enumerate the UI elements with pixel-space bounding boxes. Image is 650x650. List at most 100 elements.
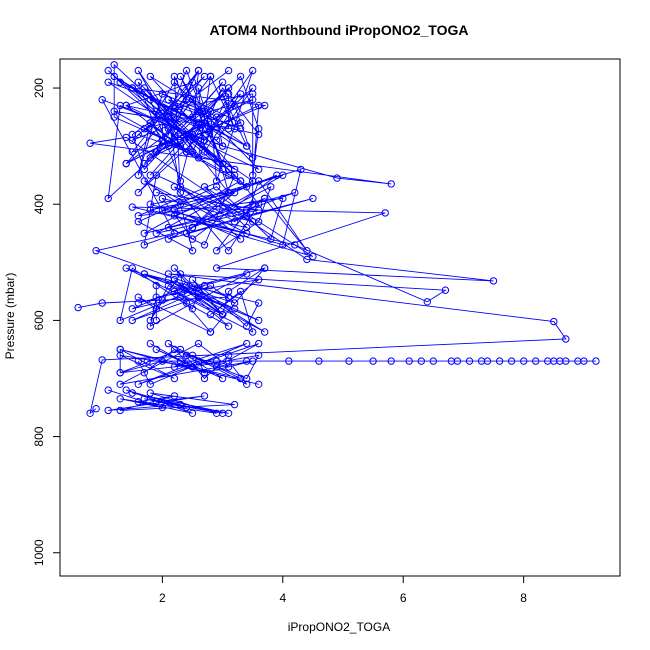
data-point [243, 142, 251, 150]
data-point [116, 369, 124, 377]
data-point [200, 392, 209, 400]
data-point [146, 119, 155, 127]
data-point [206, 125, 215, 133]
data-point [261, 194, 269, 203]
data-point [218, 310, 227, 319]
data-point [116, 345, 124, 354]
data-point [200, 369, 209, 377]
data-point [243, 183, 251, 191]
data-point [128, 316, 137, 325]
y-tick-label: 200 [32, 78, 46, 98]
data-point [255, 299, 263, 307]
data-point [146, 206, 155, 214]
data-point [333, 174, 341, 182]
data-point [152, 345, 161, 354]
data-point [212, 183, 221, 191]
data-point [291, 241, 299, 249]
data-point [381, 209, 389, 217]
x-axis: 2 4 6 8 [159, 576, 527, 605]
data-point [74, 303, 82, 312]
data-point [315, 357, 323, 365]
data-point [218, 142, 227, 150]
data-point [249, 90, 257, 98]
data-point [182, 66, 191, 75]
data-point [224, 287, 233, 296]
data-point [230, 400, 239, 409]
data-point [122, 133, 130, 142]
data-point [134, 293, 143, 301]
data-point [562, 335, 570, 343]
data-point [146, 322, 155, 330]
data-point [267, 235, 275, 243]
y-axis: 200 400 600 800 1000 [32, 78, 60, 566]
data-point [532, 357, 540, 365]
data-point [188, 130, 197, 139]
series-layer [74, 61, 600, 417]
data-point [255, 380, 263, 388]
data-point [110, 107, 118, 116]
data-point [134, 218, 143, 226]
data-point [230, 305, 239, 313]
y-tick-label: 1000 [32, 539, 46, 566]
y-axis-label: Pressure (mbar) [3, 273, 17, 360]
data-point [152, 229, 161, 238]
data-point [176, 400, 185, 409]
data-point [441, 286, 450, 294]
data-point [224, 293, 233, 301]
data-point [134, 78, 143, 86]
data-point [230, 101, 239, 110]
data-point [116, 78, 124, 86]
data-point [550, 317, 558, 326]
series-5 [143, 357, 600, 365]
data-point [224, 363, 233, 371]
series-4 [104, 386, 239, 417]
data-point [116, 406, 124, 415]
data-point [218, 78, 227, 86]
data-point [249, 328, 257, 336]
data-point [224, 66, 233, 75]
data-point [152, 316, 161, 325]
data-point [255, 339, 263, 348]
data-point [158, 296, 167, 304]
data-point [128, 203, 137, 211]
data-point [453, 357, 462, 365]
series-6 [74, 96, 570, 417]
data-point [297, 165, 305, 174]
data-point [417, 357, 425, 365]
data-point [122, 264, 130, 272]
data-point [182, 96, 191, 104]
data-point [140, 395, 149, 403]
data-point [86, 139, 94, 147]
data-point [261, 328, 269, 336]
data-point [164, 339, 173, 348]
data-point [194, 107, 203, 116]
data-point [134, 398, 143, 406]
x-tick-label: 4 [279, 591, 286, 605]
data-point [465, 357, 474, 365]
data-point [104, 78, 112, 86]
data-point [194, 84, 203, 92]
data-point [423, 298, 431, 306]
data-point [236, 119, 245, 127]
data-point [224, 351, 233, 359]
data-point [170, 392, 179, 400]
data-point [188, 148, 197, 156]
data-point [520, 357, 528, 365]
data-point [110, 72, 118, 81]
data-point [146, 96, 155, 104]
data-point [122, 386, 130, 394]
data-point [134, 171, 143, 179]
data-point [146, 72, 155, 81]
data-point [170, 287, 179, 296]
data-point [110, 113, 118, 121]
data-point [236, 235, 245, 243]
data-point [206, 310, 215, 319]
data-point [194, 293, 203, 301]
data-point [116, 351, 124, 359]
data-point [405, 357, 413, 365]
data-point [236, 374, 245, 383]
data-point [200, 374, 209, 383]
data-point [86, 409, 94, 417]
data-point [140, 84, 149, 92]
